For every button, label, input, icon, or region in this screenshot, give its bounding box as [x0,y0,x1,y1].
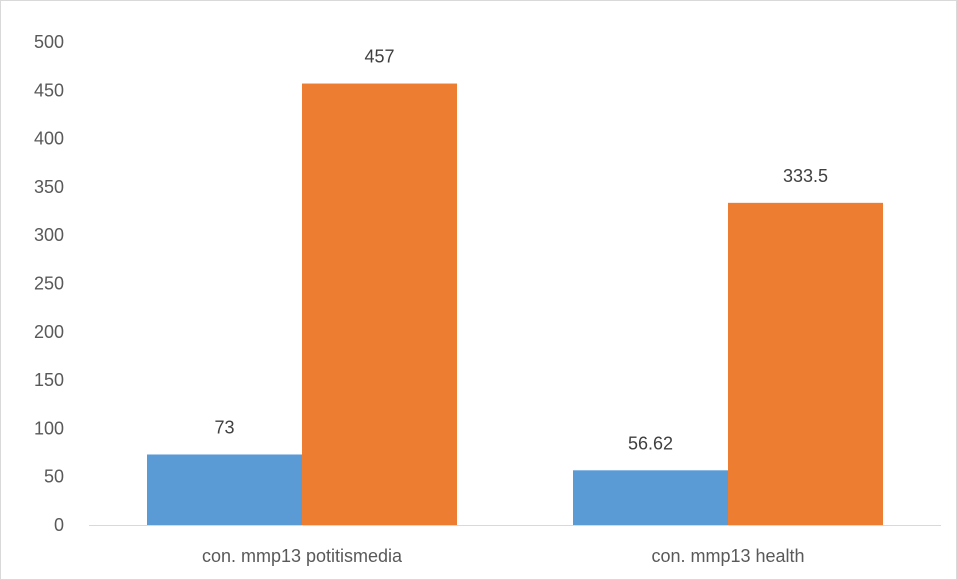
y-axis-ticks: 0 50 100 150 200 250 300 350 400 450 500 [34,32,64,535]
y-tick-label: 100 [34,418,64,438]
y-tick-label: 300 [34,225,64,245]
data-labels: 73 457 56.62 333.5 [214,47,828,454]
data-label: 73 [214,417,234,437]
y-tick-label: 350 [34,177,64,197]
y-tick-label: 450 [34,80,64,100]
bars [147,83,883,526]
y-tick-label: 250 [34,274,64,294]
category-label: con. mmp13 potitismedia [202,546,403,566]
y-tick-label: 400 [34,129,64,149]
y-tick-label: 50 [44,467,64,487]
data-label: 333.5 [783,166,828,186]
y-tick-label: 200 [34,322,64,342]
y-tick-label: 500 [34,32,64,52]
data-label: 56.62 [628,433,673,453]
y-tick-label: 0 [54,515,64,535]
category-labels: con. mmp13 potitismedia con. mmp13 health [202,546,805,566]
bar [147,454,302,525]
bar [573,470,728,525]
data-label: 457 [364,47,394,67]
y-tick-label: 150 [34,370,64,390]
category-label: con. mmp13 health [651,546,804,566]
bar [302,83,457,526]
bar [728,202,883,526]
